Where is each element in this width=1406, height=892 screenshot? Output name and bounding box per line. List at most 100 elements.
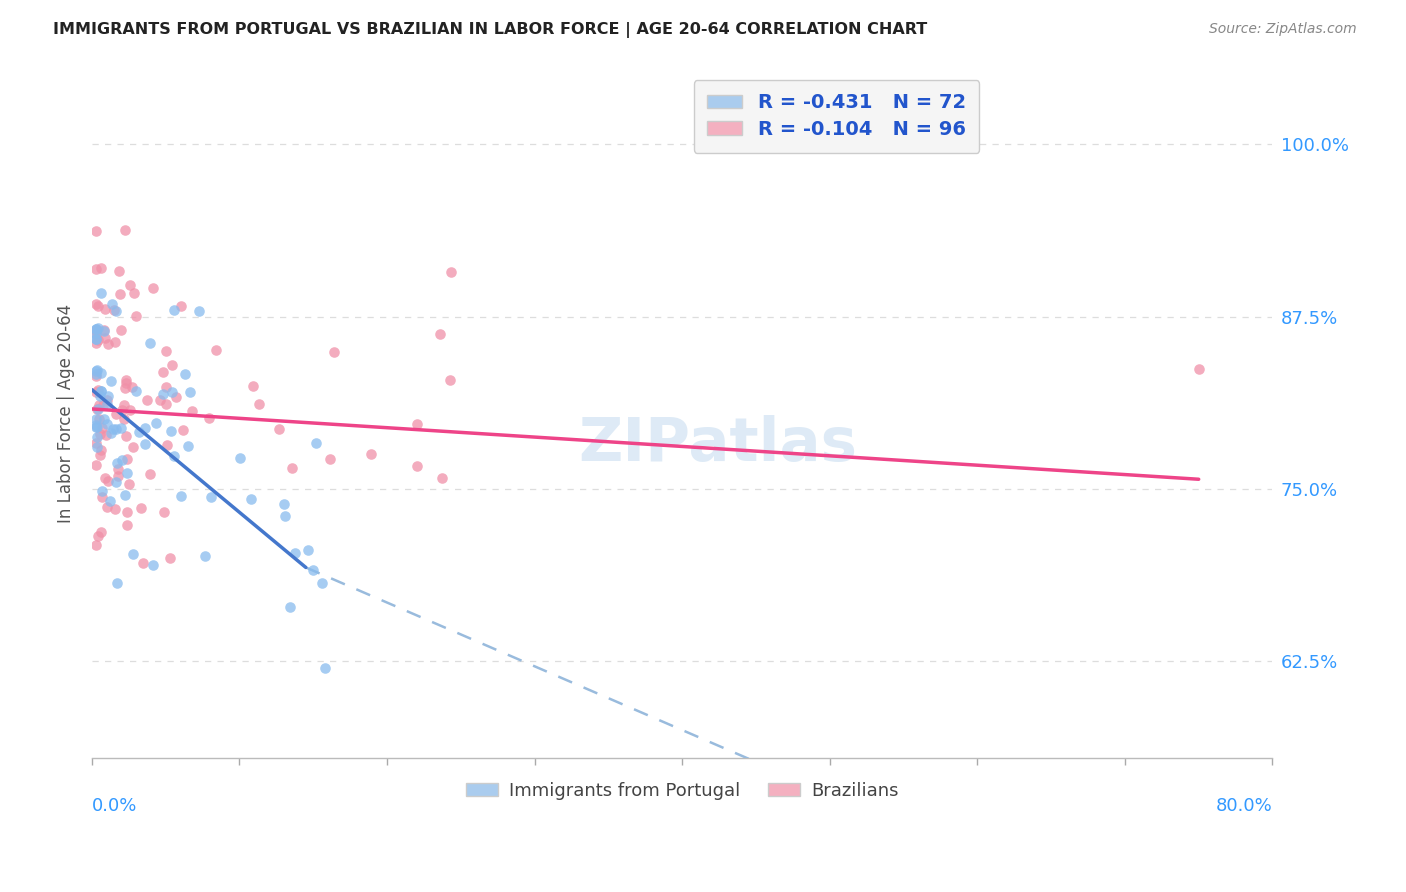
Point: [100, 296, 122, 310]
Point: [160, 358, 183, 372]
Point: [89, 389, 111, 403]
Point: [115, 376, 138, 390]
Point: [93, 324, 115, 338]
Point: [122, 440, 145, 454]
Point: [429, 326, 451, 341]
Point: [155, 379, 177, 393]
Point: [159, 550, 181, 565]
Point: [179, 384, 201, 399]
Point: [297, 542, 319, 557]
Point: [104, 334, 127, 349]
Point: [96, 417, 118, 431]
Point: [160, 424, 183, 438]
Point: [129, 501, 152, 516]
Point: [108, 264, 131, 278]
Point: [84, 326, 107, 340]
Point: [84, 368, 107, 383]
Point: [97, 389, 120, 403]
Point: [142, 558, 165, 573]
Point: [281, 461, 304, 475]
Point: [97, 337, 120, 351]
Point: [134, 437, 156, 451]
Point: [86, 299, 108, 313]
Point: [247, 397, 270, 411]
Point: [440, 265, 463, 279]
Point: [439, 373, 461, 387]
Point: [120, 278, 142, 293]
Point: [121, 547, 143, 561]
Point: [111, 402, 134, 417]
Point: [94, 470, 117, 484]
Text: ZIPatlas: ZIPatlas: [578, 415, 858, 474]
Point: [193, 549, 215, 564]
Text: Source: ZipAtlas.com: Source: ZipAtlas.com: [1209, 22, 1357, 37]
Point: [125, 384, 148, 398]
Point: [125, 309, 148, 323]
Text: 80.0%: 80.0%: [1216, 797, 1272, 814]
Point: [177, 439, 200, 453]
Point: [101, 422, 124, 436]
Point: [84, 332, 107, 346]
Point: [163, 303, 186, 318]
Point: [86, 440, 108, 454]
Point: [117, 477, 139, 491]
Point: [89, 448, 111, 462]
Point: [112, 412, 135, 426]
Legend: Immigrants from Portugal, Brazilians: Immigrants from Portugal, Brazilians: [458, 775, 905, 807]
Point: [122, 286, 145, 301]
Point: [174, 367, 197, 381]
Point: [90, 420, 112, 434]
Point: [84, 224, 107, 238]
Point: [112, 398, 135, 412]
Point: [90, 384, 112, 398]
Point: [121, 380, 143, 394]
Point: [97, 474, 120, 488]
Point: [96, 500, 118, 514]
Point: [273, 497, 295, 511]
Point: [98, 494, 121, 508]
Point: [187, 304, 209, 318]
Point: [103, 303, 125, 318]
Point: [86, 419, 108, 434]
Point: [90, 443, 112, 458]
Point: [278, 600, 301, 615]
Point: [105, 475, 128, 490]
Point: [114, 223, 136, 237]
Point: [100, 374, 122, 388]
Point: [152, 387, 174, 401]
Y-axis label: In Labor Force | Age 20-64: In Labor Force | Age 20-64: [58, 303, 75, 523]
Point: [93, 331, 115, 345]
Point: [314, 661, 336, 675]
Point: [87, 321, 110, 335]
Text: 0.0%: 0.0%: [91, 797, 138, 814]
Point: [84, 412, 107, 426]
Point: [84, 384, 107, 399]
Point: [128, 425, 150, 439]
Point: [360, 447, 382, 461]
Point: [114, 373, 136, 387]
Point: [94, 428, 117, 442]
Point: [142, 281, 165, 295]
Point: [165, 390, 187, 404]
Point: [269, 422, 291, 436]
Text: IMMIGRANTS FROM PORTUGAL VS BRAZILIAN IN LABOR FORCE | AGE 20-64 CORRELATION CHA: IMMIGRANTS FROM PORTUGAL VS BRAZILIAN IN…: [53, 22, 928, 38]
Point: [86, 429, 108, 443]
Point: [198, 410, 221, 425]
Point: [311, 576, 333, 591]
Point: [1188, 362, 1211, 376]
Point: [114, 488, 136, 502]
Point: [105, 456, 128, 470]
Point: [84, 458, 107, 472]
Point: [84, 322, 107, 336]
Point: [406, 417, 429, 432]
Point: [319, 452, 342, 467]
Point: [114, 381, 136, 395]
Point: [172, 423, 194, 437]
Point: [84, 327, 107, 342]
Point: [149, 392, 172, 407]
Point: [93, 323, 115, 337]
Point: [305, 436, 328, 450]
Point: [86, 363, 108, 377]
Point: [86, 529, 108, 543]
Point: [87, 334, 110, 348]
